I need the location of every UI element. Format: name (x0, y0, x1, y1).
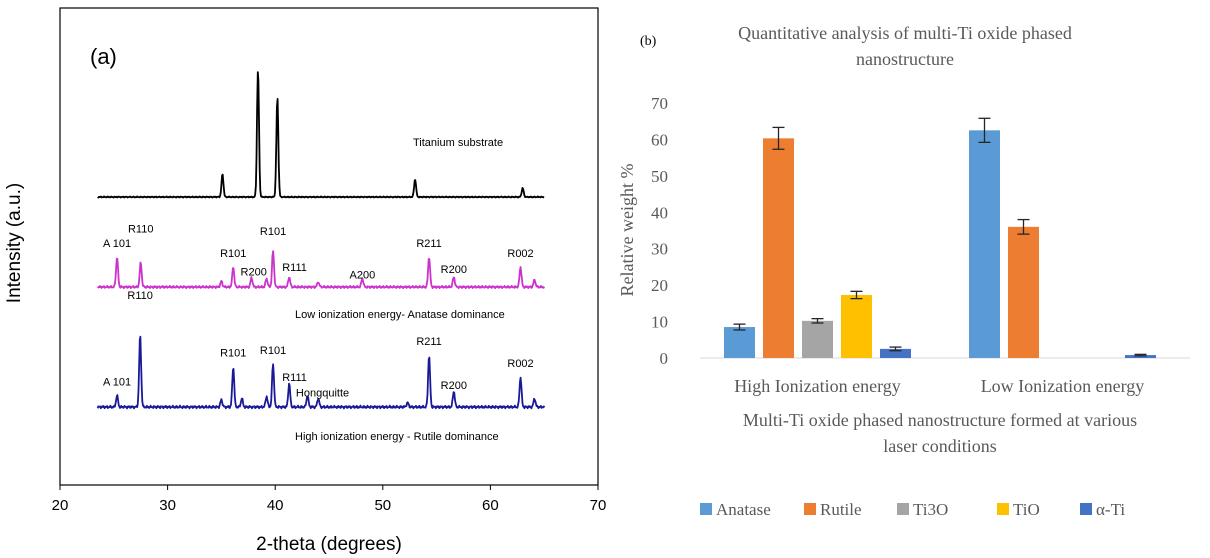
bar (1125, 355, 1156, 358)
xrd-x-ticks: 20 30 40 50 60 70 (52, 485, 607, 514)
bar-y-tick-label: 0 (660, 349, 669, 368)
xrd-x-tick-label: 20 (52, 497, 69, 514)
bar-y-axis-label: Relative weight % (617, 164, 637, 297)
bar-x-axis-label-line-1: Multi-Ti oxide phased nanostructure form… (743, 410, 1137, 430)
legend-label: Anatase (716, 500, 771, 519)
xrd-x-tick-label: 60 (482, 497, 499, 514)
xrd-plot-frame (59, 7, 599, 486)
bar-y-tick-label: 60 (651, 130, 668, 149)
xrd-peak-label: R110 (128, 224, 153, 236)
xrd-peak-label: R211 (416, 238, 441, 250)
bar-y-tick-label: 10 (651, 313, 668, 332)
bar (802, 320, 833, 358)
series-name-high-ionization: High ionization energy - Rutile dominanc… (295, 431, 499, 443)
xrd-peak-label: R002 (507, 358, 533, 370)
xrd-x-tick-label: 30 (159, 497, 176, 514)
xrd-series: A 101 R110 R101 R200 R101 R111 A200 R211 R200 R00… (96, 71, 546, 410)
xrd-peak-label: R101 (220, 348, 246, 360)
xrd-peak-label: R101 (260, 345, 286, 357)
legend-label: TiO (1013, 500, 1040, 519)
series-name-titanium: Titanium substrate (413, 137, 503, 149)
bar (724, 327, 755, 358)
xrd-peak-label: R002 (507, 248, 533, 260)
xrd-peak-label: R200 (241, 267, 267, 279)
xrd-peak-label: A200 (350, 269, 376, 281)
xrd-peak-label: R111 (282, 262, 307, 274)
bar (763, 138, 794, 358)
series-name-low-ionization: Low ionization energy- Anatase dominance (295, 309, 505, 321)
bar-legend: Anatase Rutile Ti3O TiO α-Ti (700, 500, 1125, 519)
xrd-x-tick-label: 50 (374, 497, 391, 514)
legend-swatch (804, 503, 816, 515)
bar-panel: (b) Quantitative analysis of multi-Ti ox… (617, 23, 1190, 519)
bar (880, 348, 911, 358)
xrd-x-tick-label: 40 (267, 497, 284, 514)
bar-y-tick-label: 50 (651, 167, 668, 186)
xrd-x-axis-label: 2-theta (degrees) (256, 534, 402, 555)
xrd-peak-label: R200 (441, 380, 467, 392)
bar-category-label: Low Ionization energy (981, 376, 1145, 396)
bar (1008, 226, 1039, 358)
bar-y-tick-label: 30 (651, 240, 668, 259)
xrd-x-tick-label: 70 (590, 497, 607, 514)
bar-y-tick-label: 20 (651, 276, 668, 295)
bar-y-tick-label: 40 (651, 203, 668, 222)
bar-categories: High Ionization energy Low Ionization ene… (734, 376, 1144, 396)
xrd-peak-label: R110 (127, 290, 152, 302)
bar-category-label: High Ionization energy (734, 376, 901, 396)
legend-label: Ti3O (913, 500, 948, 519)
xrd-peak-label: A 101 (103, 376, 131, 388)
bar (969, 130, 1000, 358)
xrd-peak-label: A 101 (103, 238, 131, 250)
xrd-peak-label: R200 (441, 264, 467, 276)
xrd-peak-label: Hongquitte (296, 387, 349, 399)
legend-label: Rutile (820, 500, 862, 519)
bar-x-axis-label-line-2: laser conditions (883, 436, 996, 456)
bar (841, 294, 872, 358)
legend-swatch (1080, 503, 1092, 515)
bar-chart-title-line-2: nanostructure (856, 49, 954, 69)
xrd-peak-label: R101 (220, 248, 246, 260)
xrd-peak-label: R101 (260, 226, 286, 238)
legend-swatch (997, 503, 1009, 515)
bar-chart-title-line-1: Quantitative analysis of multi-Ti oxide … (738, 23, 1072, 43)
xrd-panel-label: (a) (90, 44, 117, 69)
legend-swatch (700, 503, 712, 515)
legend-label: α-Ti (1096, 500, 1125, 519)
xrd-y-axis-label: Intensity (a.u.) (4, 183, 25, 303)
legend-swatch (897, 503, 909, 515)
bar-series (724, 117, 1156, 358)
bar-panel-label: (b) (640, 34, 657, 49)
xrd-series-line (97, 71, 545, 199)
xrd-series-line (97, 250, 546, 290)
bar-y-tick-label: 70 (651, 94, 668, 113)
xrd-peak-label: R211 (416, 336, 441, 348)
xrd-series-line (96, 335, 546, 410)
xrd-panel: (a) 20 30 40 50 60 70 2-theta (degrees) Inten… (4, 7, 607, 555)
bar-y-ticks: 0 10 20 30 40 50 60 70 (651, 94, 1190, 368)
xrd-peak-label: R111 (282, 372, 307, 384)
